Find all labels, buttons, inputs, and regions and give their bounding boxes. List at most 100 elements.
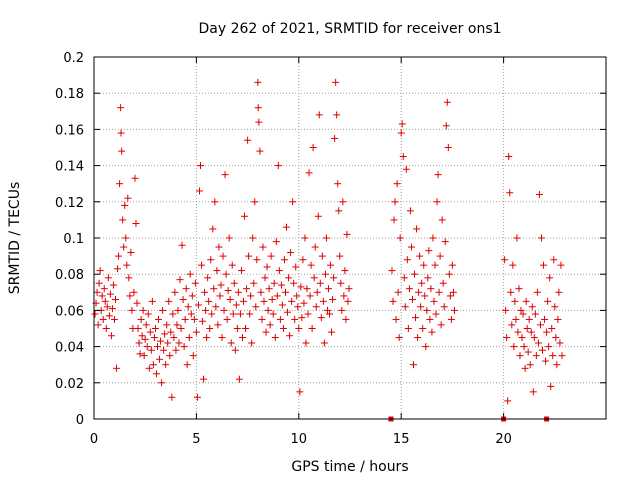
y-tick-label: 0.06 <box>55 304 84 319</box>
data-point <box>144 310 152 318</box>
data-point <box>306 292 314 300</box>
data-point <box>219 252 227 260</box>
data-point <box>528 303 536 311</box>
data-point <box>114 265 122 273</box>
data-point <box>249 234 257 242</box>
data-point <box>298 314 306 322</box>
data-point <box>441 238 449 246</box>
data-point <box>415 288 423 296</box>
data-point <box>168 393 176 401</box>
data-point <box>438 216 446 224</box>
data-point <box>436 252 444 260</box>
data-point <box>281 288 289 296</box>
data-point <box>241 212 249 220</box>
data-point <box>242 325 250 332</box>
data-point <box>449 288 457 296</box>
data-point <box>106 290 114 298</box>
data-point <box>271 334 279 342</box>
y-tick-label: 0.12 <box>55 196 84 211</box>
data-point <box>200 375 208 383</box>
data-point <box>174 306 182 314</box>
data-point <box>557 261 565 269</box>
data-point <box>397 129 405 137</box>
data-point <box>440 303 448 311</box>
data-point <box>216 292 224 300</box>
data-point <box>300 299 308 307</box>
data-point <box>201 288 209 296</box>
data-point <box>535 191 543 199</box>
data-point <box>182 285 190 293</box>
data-point <box>516 352 524 360</box>
data-point <box>294 303 302 311</box>
data-point <box>536 321 544 329</box>
data-point <box>548 325 556 332</box>
data-point <box>506 189 514 197</box>
data-point <box>181 315 189 323</box>
data-point <box>142 321 150 329</box>
data-point <box>113 364 121 372</box>
data-point <box>541 315 549 323</box>
data-point <box>130 288 138 296</box>
data-point <box>280 256 288 264</box>
data-point <box>314 212 322 220</box>
data-point <box>501 256 509 264</box>
data-point <box>240 297 248 305</box>
data-point <box>176 276 184 284</box>
data-point <box>236 310 244 318</box>
data-point <box>393 180 401 188</box>
data-point <box>287 248 295 256</box>
data-point <box>260 297 268 305</box>
data-point <box>233 325 241 332</box>
data-point <box>254 78 262 86</box>
data-point <box>423 306 431 314</box>
data-point <box>125 274 133 282</box>
data-point <box>290 279 298 287</box>
data-point <box>140 352 148 360</box>
data-point <box>390 216 398 224</box>
data-point <box>515 285 523 293</box>
data-point <box>413 225 421 233</box>
data-point <box>117 129 125 137</box>
x-tick-label: 0 <box>90 432 98 447</box>
data-point <box>98 292 106 300</box>
data-point <box>341 267 349 275</box>
data-point <box>170 334 178 342</box>
data-point <box>204 274 212 282</box>
data-point <box>152 370 160 378</box>
data-point <box>519 310 527 318</box>
data-point <box>167 328 175 336</box>
data-point <box>276 315 284 323</box>
data-point <box>171 288 179 296</box>
data-point <box>96 267 104 275</box>
data-point <box>537 234 545 242</box>
data-point <box>244 136 252 144</box>
data-point <box>150 334 158 342</box>
data-point <box>157 337 165 345</box>
data-point <box>262 328 270 336</box>
data-point <box>107 332 115 340</box>
data-point <box>407 243 415 251</box>
data-point <box>318 252 326 260</box>
data-point <box>406 207 414 215</box>
data-point <box>425 247 433 255</box>
data-point <box>209 225 217 233</box>
data-point <box>388 267 396 275</box>
data-point <box>155 315 163 323</box>
data-point <box>229 310 237 318</box>
data-point <box>115 252 123 260</box>
data-point <box>553 361 561 369</box>
data-point <box>270 279 278 287</box>
data-point <box>511 297 519 305</box>
data-point <box>214 321 222 329</box>
data-point <box>137 315 145 323</box>
data-point <box>145 364 153 372</box>
data-point <box>232 301 240 309</box>
data-point <box>143 343 151 351</box>
data-point <box>291 315 299 323</box>
data-point <box>230 279 238 287</box>
data-point <box>432 310 440 318</box>
data-point <box>105 312 113 320</box>
data-point <box>391 198 399 206</box>
data-point <box>268 296 276 304</box>
data-point <box>532 352 540 360</box>
